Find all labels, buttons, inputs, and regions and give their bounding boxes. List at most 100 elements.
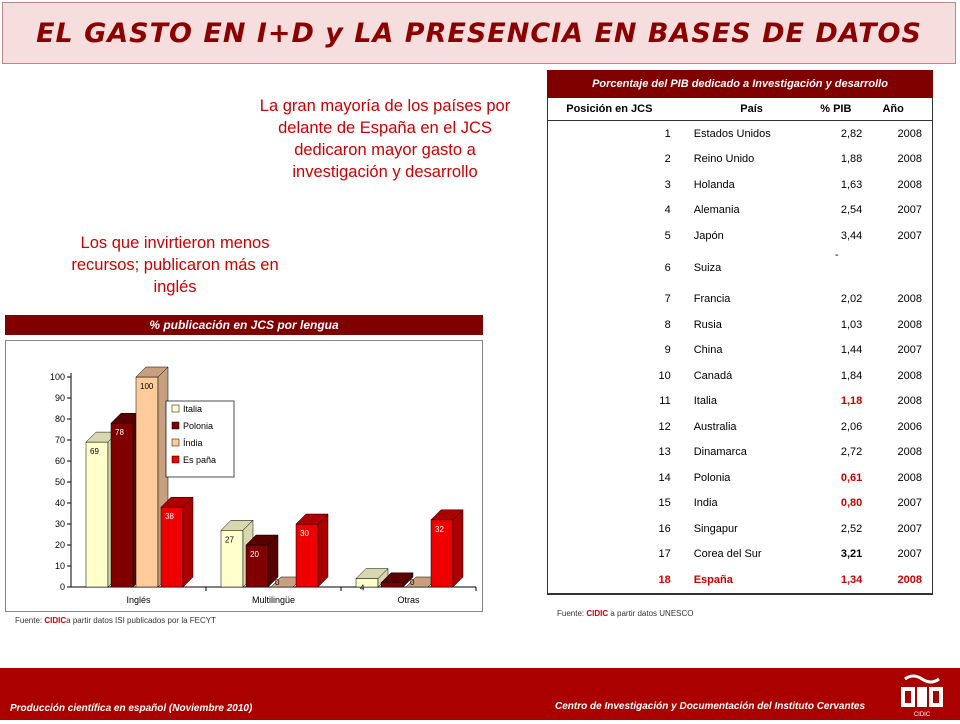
cell-country: Rusia <box>693 318 722 331</box>
data-label: 20 <box>250 550 259 559</box>
table-row: 3 Holanda 1,63 2008 <box>548 172 933 198</box>
cell-position: 1 <box>664 127 671 140</box>
header-gdp-pct: % PIB <box>809 98 865 121</box>
footer-left-text: Producción científica en español (Noviem… <box>10 703 253 714</box>
chart-header: % publicación en JCS por lengua <box>5 315 483 335</box>
cell-gdp-pct: 2,54 <box>840 204 863 217</box>
cell-country: Suiza <box>693 261 722 274</box>
cell-position: 17 <box>658 548 671 561</box>
cell-country: Estados Unidos <box>693 127 771 140</box>
data-label: 38 <box>165 512 174 521</box>
table-row: 8 Rusia 1,03 2008 <box>548 312 933 338</box>
cell-gdp-pct: 2,02 <box>840 293 863 306</box>
cell-position: 10 <box>658 369 671 382</box>
cell-year: 2007 <box>897 229 922 242</box>
cell-year: 2008 <box>897 318 922 331</box>
note-english-publication: Los que invirtieron menos recursos; publ… <box>71 234 279 296</box>
cell-year: 2008 <box>897 573 922 586</box>
cell-position: 15 <box>658 497 671 510</box>
data-label: 0 <box>275 578 280 587</box>
data-label: 30 <box>300 529 309 538</box>
bar-2-1 <box>380 582 404 588</box>
cell-position: 9 <box>664 344 671 357</box>
table-row: 9 China 1,44 2007 <box>548 338 933 364</box>
bar-side-1-3 <box>317 513 329 588</box>
chart-area: 0 10 20 30 40 50 60 70 80 90 100 69 78 100 38 Inglés 27 2… <box>5 340 483 612</box>
cell-position: 5 <box>664 229 671 242</box>
x-category-label: Inglés <box>126 595 151 605</box>
chart-source-org: CIDIC <box>44 616 67 625</box>
table-row: 2 Reino Unido 1,88 2008 <box>548 147 933 173</box>
data-label: 100 <box>140 382 154 391</box>
legend-swatch <box>171 404 180 413</box>
cell-gdp-pct: 2,72 <box>840 446 863 459</box>
cell-year: 2008 <box>897 293 922 306</box>
y-tick-label: 10 <box>55 561 65 571</box>
table-row: 14 Polonia 0,61 2008 <box>548 465 933 491</box>
y-tick-label: 0 <box>60 582 65 592</box>
cell-position: 16 <box>658 522 671 535</box>
cell-position: 13 <box>658 446 671 459</box>
table-source-prefix: Fuente: <box>557 609 587 618</box>
chart-source: Fuente: CIDICa partir datos ISI publicad… <box>15 616 216 625</box>
cell-country: Alemania <box>693 204 740 217</box>
cell-year: 2008 <box>897 446 922 459</box>
table-body: 1 Estados Unidos 2,82 2008 2 Reino Unido 1,88 2… <box>548 121 933 594</box>
logo-text: CIDIC <box>914 712 931 718</box>
cell-position: 7 <box>664 293 671 306</box>
cell-position: 8 <box>664 318 671 331</box>
table-row: 11 Italia 1,18 2008 <box>548 389 933 415</box>
table-row: 7 Francia 2,02 2008 <box>548 287 933 313</box>
cell-position: 4 <box>664 204 671 217</box>
chart-source-prefix: Fuente: <box>15 616 45 625</box>
cell-gdp-pct: 3,21 <box>840 548 863 561</box>
table-row: 4 Alemania 2,54 2007 <box>548 198 933 224</box>
legend-swatch <box>171 455 180 464</box>
cell-year: 2008 <box>897 153 922 166</box>
legend-label: Italia <box>183 404 202 414</box>
cell-country: Italia <box>693 395 717 408</box>
data-label: 27 <box>225 535 234 544</box>
table-row: 17 Corea del Sur 3,21 2007 <box>548 542 933 568</box>
table-row: 13 Dinamarca 2,72 2008 <box>548 440 933 466</box>
table-source-suffix: a partir datos UNESCO <box>608 609 694 618</box>
cell-year: 2008 <box>897 178 922 191</box>
cell-country: Holanda <box>693 178 735 191</box>
y-tick-label: 60 <box>55 456 65 466</box>
header-position: Posición en JCS <box>547 98 679 121</box>
table-row: 12 Australia 2,06 2006 <box>548 414 933 440</box>
cell-gdp-pct: 0,80 <box>840 497 863 510</box>
header-year: Año <box>864 98 933 121</box>
bar-0-1 <box>110 422 134 588</box>
y-tick-label: 100 <box>50 372 65 382</box>
legend-label: Polonia <box>183 421 213 431</box>
note-rd-spending: La gran mayoría de los países por delant… <box>259 97 511 181</box>
cell-country: Reino Unido <box>693 153 755 166</box>
cell-country: China <box>693 344 723 357</box>
cell-country: India <box>693 497 718 510</box>
cell-gdp-pct: 1,34 <box>840 573 863 586</box>
data-label: 32 <box>435 525 444 534</box>
cell-position: 18 <box>658 573 671 586</box>
cell-gdp-pct: 1,63 <box>840 178 863 191</box>
x-category-label: Otras <box>397 595 420 605</box>
data-label: 0 <box>410 578 415 587</box>
x-category-label: Multilingüe <box>252 595 295 605</box>
cell-country: Dinamarca <box>693 446 747 459</box>
header-country: País <box>678 98 810 121</box>
cell-gdp-pct: 1,03 <box>840 318 863 331</box>
cell-gdp-pct: 1,88 <box>840 153 863 166</box>
bar-side-2-1 <box>402 572 414 588</box>
cell-year: 2008 <box>897 395 922 408</box>
footer-right-text: Centro de Investigación y Documentación … <box>555 701 866 712</box>
cell-gdp-pct: 1,18 <box>840 395 863 408</box>
rd-table-panel: Porcentaje del PIB dedicado a Investigac… <box>547 70 933 600</box>
table-source: Fuente: CIDIC a partir datos UNESCO <box>557 609 694 618</box>
table-row: 15 India 0,80 2007 <box>548 491 933 517</box>
cell-position: 3 <box>664 178 671 191</box>
cell-year: 2007 <box>897 522 922 535</box>
data-label: 78 <box>115 428 124 437</box>
bar-side-2-3 <box>452 509 464 588</box>
y-tick-label: 20 <box>55 540 65 550</box>
table-caption: Porcentaje del PIB dedicado a Investigac… <box>547 70 933 98</box>
